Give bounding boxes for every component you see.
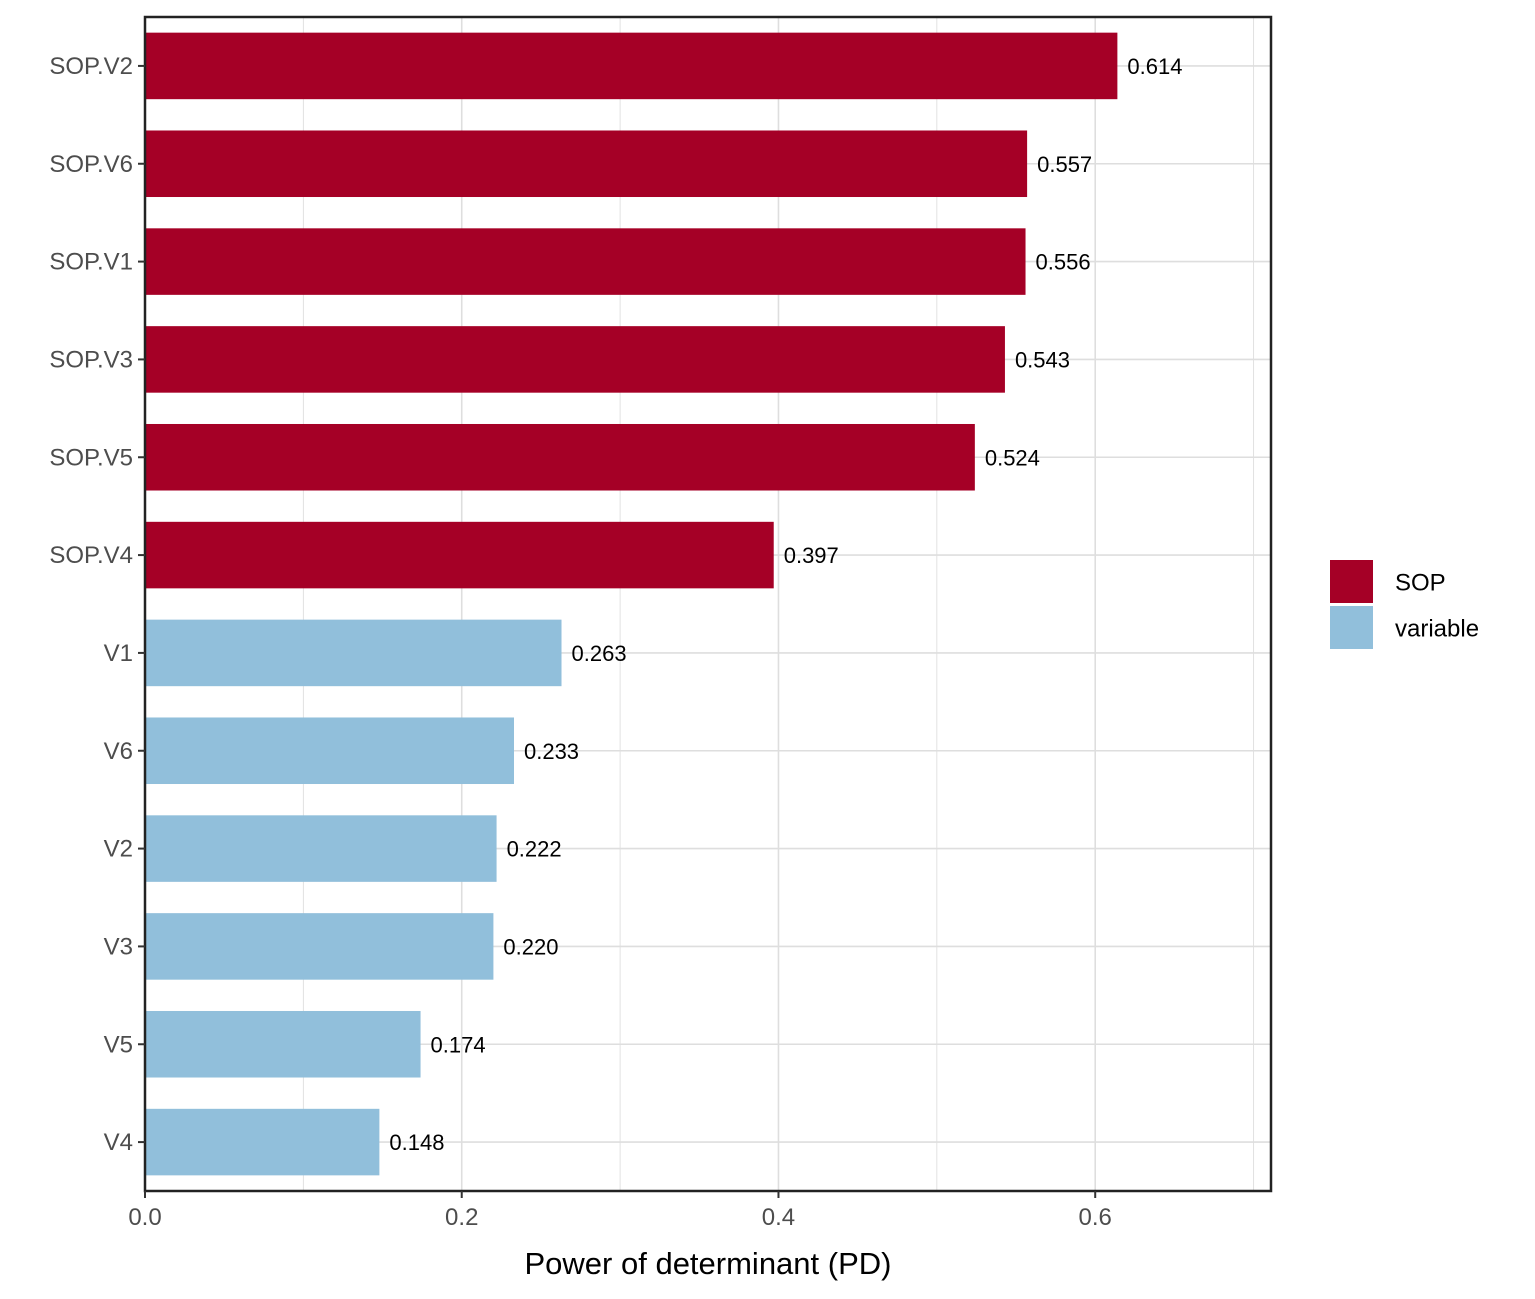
bar-v3 xyxy=(145,913,494,980)
x-tick-label: 0.4 xyxy=(762,1204,795,1231)
bar-value-label: 0.174 xyxy=(431,1032,486,1057)
bar-sop-v6 xyxy=(145,130,1028,198)
x-axis: 0.0 0.2 0.4 0.6 xyxy=(128,1191,1112,1231)
y-tick-label: SOP.V3 xyxy=(49,346,133,373)
bars xyxy=(145,32,1118,1176)
bar-v2 xyxy=(145,815,497,882)
bar-v6 xyxy=(145,717,514,785)
bar-value-label: 0.614 xyxy=(1127,54,1182,79)
y-tick-label: SOP.V1 xyxy=(49,249,133,276)
x-axis-title: Power of determinant (PD) xyxy=(525,1246,892,1281)
bar-sop-v5 xyxy=(145,423,975,491)
y-tick-label: SOP.V6 xyxy=(49,151,133,178)
bar-sop-v4 xyxy=(145,521,774,589)
legend-label-variable: variable xyxy=(1395,616,1479,643)
bar-value-label: 0.222 xyxy=(507,837,562,862)
y-axis: SOP.V2 SOP.V6 SOP.V1 SOP.V3 SOP.V5 SOP.V4 V1 V6… xyxy=(49,53,145,1156)
bar-value-label: 0.263 xyxy=(572,641,627,666)
bar-value-label: 0.557 xyxy=(1037,152,1092,177)
y-tick-label: SOP.V2 xyxy=(49,53,133,80)
y-tick-label: SOP.V5 xyxy=(49,444,133,471)
legend-label-sop: SOP xyxy=(1395,570,1446,597)
bar-v1 xyxy=(145,619,562,687)
y-tick-label: V3 xyxy=(104,933,133,960)
bar-v4 xyxy=(145,1108,380,1176)
y-tick-label: V4 xyxy=(104,1129,133,1156)
x-tick-label: 0.0 xyxy=(128,1204,161,1231)
data-labels: 0.614 0.557 0.556 0.543 0.524 0.397 0.263 0.233… xyxy=(389,54,1182,1155)
y-tick-label: V6 xyxy=(104,738,133,765)
legend: SOP variable xyxy=(1330,560,1479,649)
y-tick-label: V1 xyxy=(104,640,133,667)
x-tick-label: 0.2 xyxy=(445,1204,478,1231)
legend-key-variable xyxy=(1330,606,1373,649)
bar-value-label: 0.397 xyxy=(784,543,839,568)
bar-value-label: 0.220 xyxy=(503,934,558,959)
bar-value-label: 0.543 xyxy=(1015,347,1070,372)
y-tick-label: SOP.V4 xyxy=(49,542,133,569)
bar-value-label: 0.148 xyxy=(389,1130,444,1155)
x-tick-label: 0.6 xyxy=(1079,1204,1112,1231)
bar-value-label: 0.556 xyxy=(1036,250,1091,275)
bar-sop-v2 xyxy=(145,32,1118,100)
bar-sop-v1 xyxy=(145,228,1026,295)
bar-sop-v3 xyxy=(145,326,1005,393)
y-tick-label: V2 xyxy=(104,836,133,863)
bar-value-label: 0.233 xyxy=(524,739,579,764)
bar-v5 xyxy=(145,1010,421,1078)
bar-value-label: 0.524 xyxy=(985,445,1040,470)
y-tick-label: V5 xyxy=(104,1031,133,1058)
plot-panel-border xyxy=(143,15,1273,1193)
legend-key-sop xyxy=(1330,560,1373,603)
